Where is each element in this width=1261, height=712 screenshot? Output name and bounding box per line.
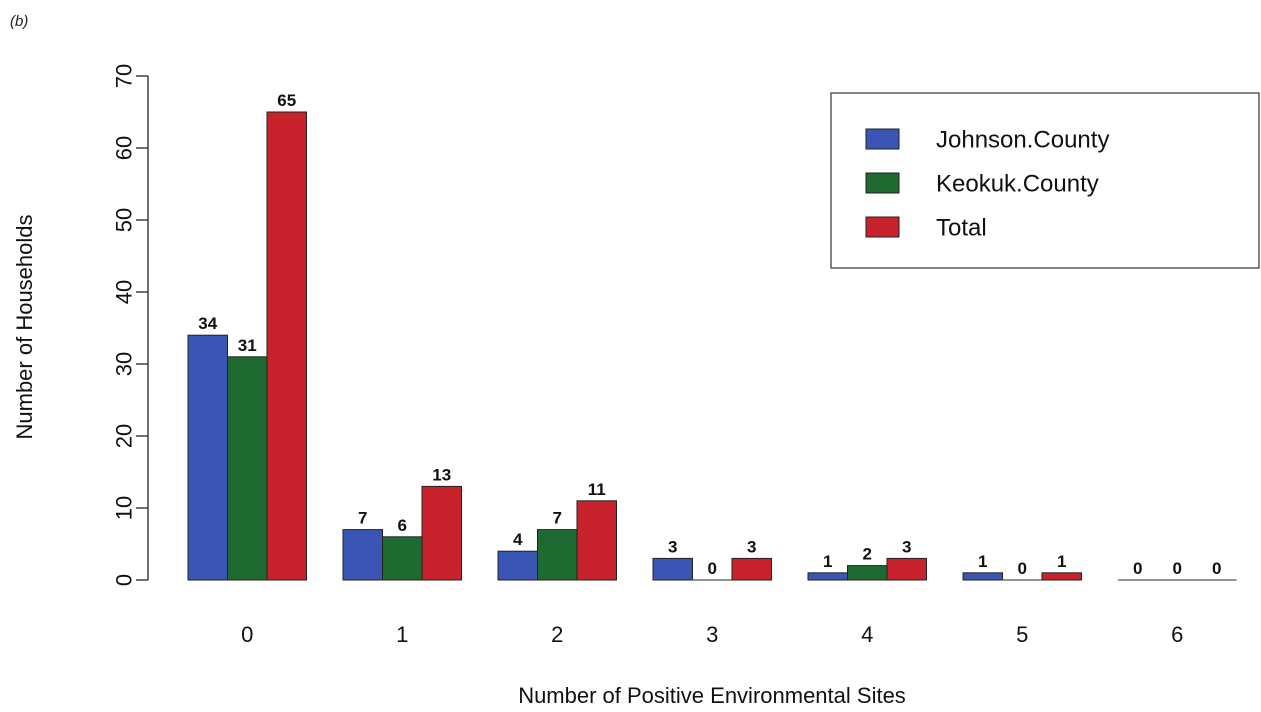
legend-swatch <box>865 172 900 194</box>
bar <box>382 536 423 581</box>
x-tick-label: 2 <box>551 622 563 647</box>
data-label: 34 <box>198 314 217 333</box>
data-label: 7 <box>358 509 367 528</box>
data-label: 1 <box>978 552 987 571</box>
data-label: 3 <box>747 537 756 556</box>
y-tick-label: 20 <box>112 424 137 448</box>
bar <box>497 550 538 581</box>
data-label: 3 <box>902 537 911 556</box>
data-label: 6 <box>398 516 407 535</box>
bar <box>847 565 888 581</box>
data-label: 0 <box>1212 559 1221 578</box>
legend: Johnson.County Keokuk.County Total <box>830 92 1260 269</box>
data-label: 2 <box>863 545 872 564</box>
data-label: 0 <box>1133 559 1142 578</box>
bar <box>342 529 383 581</box>
data-label: 11 <box>588 480 606 499</box>
x-tick-label: 0 <box>241 622 253 647</box>
legend-label: Johnson.County <box>936 126 1109 153</box>
x-tick-label: 5 <box>1016 622 1028 647</box>
x-axis-ticks: 0 1 2 3 4 5 6 <box>241 622 1183 647</box>
data-label: 3 <box>668 537 677 556</box>
bar <box>421 485 462 581</box>
y-axis-title: Number of Households <box>12 214 37 439</box>
bar <box>962 572 1003 581</box>
y-tick-label: 40 <box>112 280 137 304</box>
x-axis-title: Number of Positive Environmental Sites <box>518 683 906 708</box>
bar <box>1041 572 1082 581</box>
data-label: 4 <box>513 530 523 549</box>
bar <box>576 500 617 581</box>
y-axis: 0 10 20 30 40 50 60 70 <box>112 64 149 586</box>
y-tick-label: 10 <box>112 496 137 520</box>
data-label: 1 <box>1057 552 1066 571</box>
legend-swatch <box>865 216 900 238</box>
bar <box>537 529 578 581</box>
bar <box>731 557 772 581</box>
data-label: 0 <box>708 559 717 578</box>
data-label: 1 <box>823 552 832 571</box>
bar <box>227 356 268 581</box>
data-label: 0 <box>1018 559 1027 578</box>
data-label: 0 <box>1173 559 1182 578</box>
bar <box>886 557 927 581</box>
x-tick-label: 1 <box>396 622 408 647</box>
y-tick-label: 60 <box>112 136 137 160</box>
bar <box>187 334 228 581</box>
bars <box>187 111 1237 581</box>
panel-label: (b) <box>10 13 28 30</box>
x-tick-label: 3 <box>706 622 718 647</box>
bar <box>652 557 693 581</box>
legend-label: Keokuk.County <box>936 170 1099 197</box>
y-tick-label: 30 <box>112 352 137 376</box>
legend-swatch <box>865 128 900 150</box>
legend-label: Total <box>936 214 987 241</box>
data-label: 65 <box>277 91 296 110</box>
y-tick-label: 70 <box>112 64 137 88</box>
x-tick-label: 4 <box>861 622 873 647</box>
data-label: 7 <box>553 509 562 528</box>
y-tick-label: 50 <box>112 208 137 232</box>
x-tick-label: 6 <box>1171 622 1183 647</box>
data-label: 13 <box>432 465 451 484</box>
bar <box>807 572 848 581</box>
bar <box>266 111 307 581</box>
data-label: 31 <box>238 336 257 355</box>
legend-box <box>830 92 1260 269</box>
y-tick-label: 0 <box>112 574 137 586</box>
